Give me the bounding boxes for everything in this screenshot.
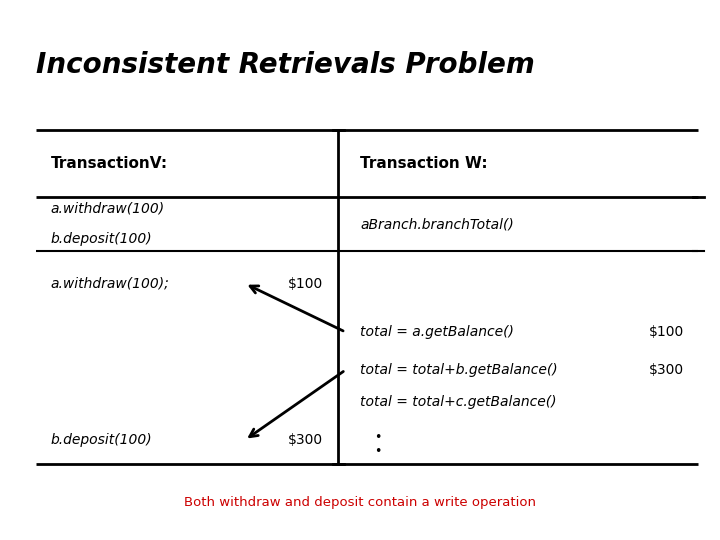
Text: total = total+c.getBalance(): total = total+c.getBalance(): [360, 395, 557, 409]
Text: $100: $100: [649, 325, 684, 339]
Text: a.withdraw(100);: a.withdraw(100);: [50, 276, 169, 291]
Text: $300: $300: [649, 363, 684, 377]
Text: TransactionV:: TransactionV:: [50, 156, 168, 171]
Text: $100: $100: [288, 276, 323, 291]
Text: b.deposit(100): b.deposit(100): [50, 232, 152, 246]
Text: Transaction W:: Transaction W:: [360, 156, 487, 171]
Text: •: •: [374, 431, 382, 444]
Text: total = total+b.getBalance(): total = total+b.getBalance(): [360, 363, 557, 377]
Text: a.withdraw(100): a.withdraw(100): [50, 202, 165, 216]
Text: •: •: [374, 446, 382, 458]
Text: $300: $300: [288, 433, 323, 447]
Text: aBranch.branchTotal(): aBranch.branchTotal(): [360, 217, 514, 231]
Text: total = a.getBalance(): total = a.getBalance(): [360, 325, 514, 339]
Text: b.deposit(100): b.deposit(100): [50, 433, 152, 447]
Text: Inconsistent Retrievals Problem: Inconsistent Retrievals Problem: [36, 51, 535, 79]
Text: Both withdraw and deposit contain a write operation: Both withdraw and deposit contain a writ…: [184, 496, 536, 509]
